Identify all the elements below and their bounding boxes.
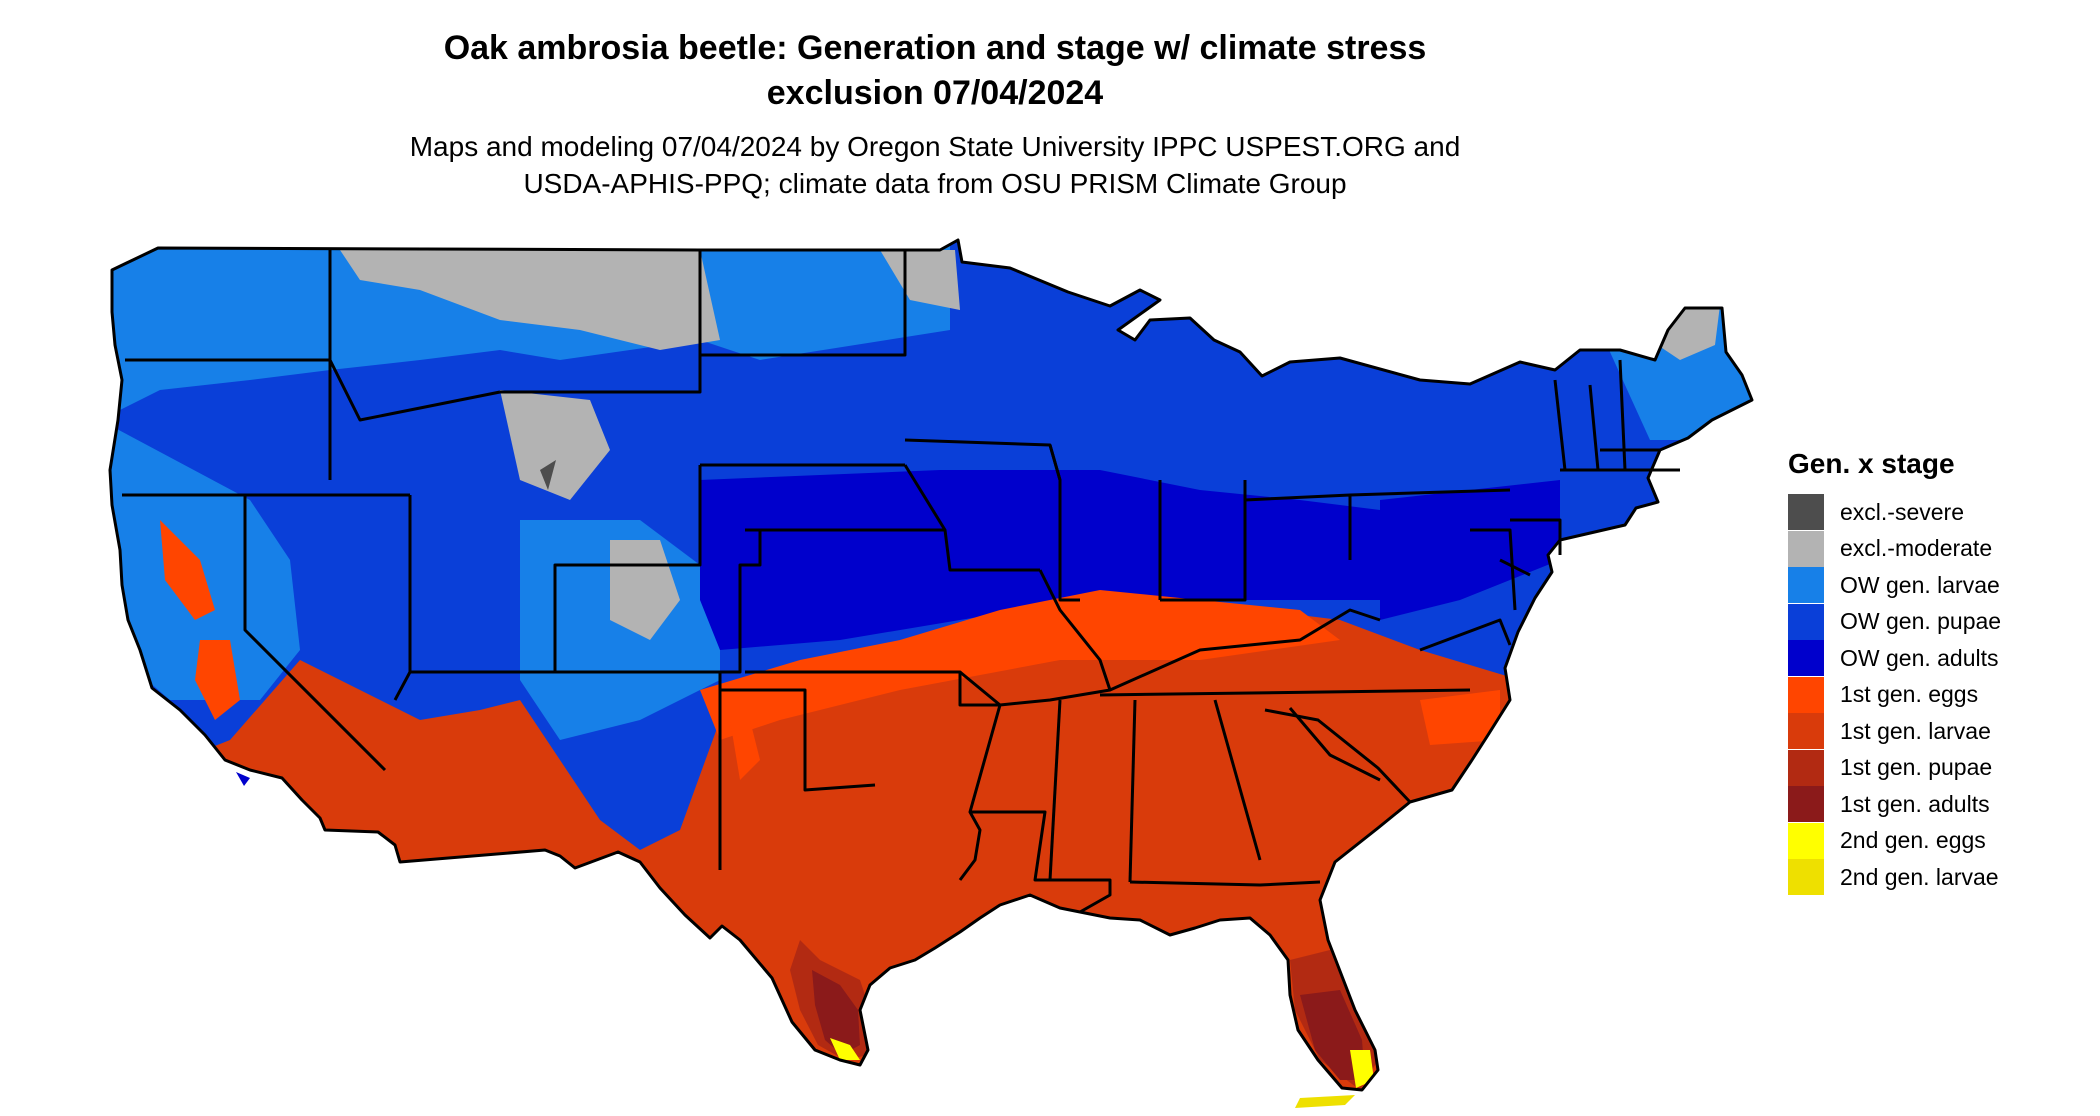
legend-item: OW gen. larvae bbox=[1788, 567, 2001, 604]
legend-item: excl.-severe bbox=[1788, 494, 2001, 531]
legend-item: 1st gen. larvae bbox=[1788, 713, 2001, 750]
legend-items: excl.-severe excl.-moderate OW gen. larvae… bbox=[1788, 494, 2001, 896]
legend-title: Gen. x stage bbox=[1788, 448, 1955, 479]
map-title-line-1: Oak ambrosia beetle: Generation and stag… bbox=[443, 29, 1427, 67]
map-subtitle-line-1: Maps and modeling 07/04/2024 by Oregon S… bbox=[409, 131, 1461, 162]
legend-label: OW gen. larvae bbox=[1840, 571, 2000, 598]
legend-label: 1st gen. adults bbox=[1840, 790, 1990, 817]
legend-label: OW gen. adults bbox=[1840, 644, 1999, 671]
legend-label: 2nd gen. larvae bbox=[1840, 863, 1999, 890]
legend-swatch bbox=[1788, 530, 1824, 567]
legend-item: 1st gen. eggs bbox=[1788, 676, 2001, 714]
channel-islands bbox=[236, 772, 250, 786]
map-subtitle-line-2: USDA-APHIS-PPQ; climate data from OSU PR… bbox=[523, 168, 1347, 199]
legend-item: 1st gen. adults bbox=[1788, 786, 2001, 823]
map-title: Oak ambrosia beetle: Generation and stag… bbox=[300, 26, 1570, 116]
legend-swatch bbox=[1788, 640, 1824, 677]
legend-swatch bbox=[1788, 713, 1824, 750]
us-map bbox=[108, 238, 1754, 1108]
legend-label: excl.-moderate bbox=[1840, 535, 1993, 562]
legend-label: OW gen. pupae bbox=[1840, 608, 2002, 635]
legend-item: OW gen. adults bbox=[1788, 640, 2001, 677]
legend-swatch bbox=[1788, 822, 1824, 859]
legend-item: 2nd gen. eggs bbox=[1788, 822, 2001, 860]
legend-swatch bbox=[1788, 676, 1824, 713]
legend-swatch bbox=[1788, 749, 1824, 786]
state-borders bbox=[108, 238, 1754, 1092]
legend-label: 1st gen. eggs bbox=[1840, 681, 1979, 708]
legend-item: OW gen. pupae bbox=[1788, 603, 2002, 641]
legend-item: 1st gen. pupae bbox=[1788, 749, 2001, 787]
map-title-line-2: exclusion 07/04/2024 bbox=[766, 74, 1104, 112]
legend: Gen. x stage excl.-severe excl.-moderate O… bbox=[1788, 448, 2001, 896]
florida-keys bbox=[1295, 1095, 1355, 1108]
legend-swatch bbox=[1788, 494, 1824, 531]
legend-swatch bbox=[1788, 786, 1824, 823]
legend-swatch bbox=[1788, 603, 1824, 640]
map-subtitle: Maps and modeling 07/04/2024 by Oregon S… bbox=[300, 128, 1570, 202]
legend-swatch bbox=[1788, 859, 1824, 896]
legend-label: 1st gen. larvae bbox=[1840, 717, 1991, 744]
legend-label: 2nd gen. eggs bbox=[1840, 827, 1986, 854]
legend-label: excl.-severe bbox=[1840, 498, 1964, 525]
legend-label: 1st gen. pupae bbox=[1840, 754, 1993, 781]
legend-item: 2nd gen. larvae bbox=[1788, 859, 2001, 896]
legend-swatch bbox=[1788, 567, 1824, 604]
legend-item: excl.-moderate bbox=[1788, 530, 2001, 568]
